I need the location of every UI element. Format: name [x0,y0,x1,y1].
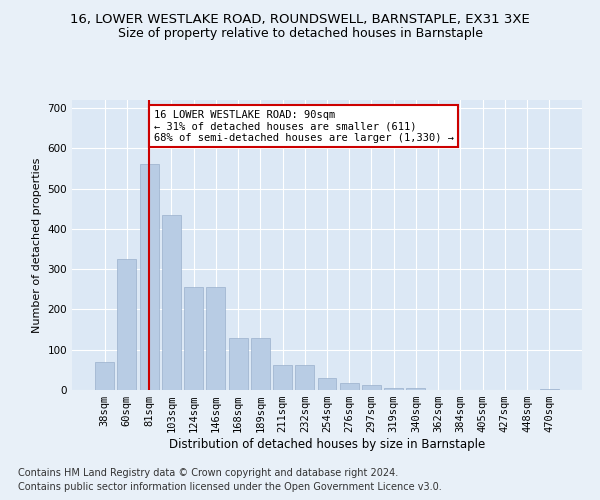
Bar [95,362,114,390]
Text: Size of property relative to detached houses in Barnstaple: Size of property relative to detached ho… [118,28,482,40]
Text: 16 LOWER WESTLAKE ROAD: 90sqm
← 31% of detached houses are smaller (611)
68% of : 16 LOWER WESTLAKE ROAD: 90sqm ← 31% of d… [154,110,454,143]
Bar [362,385,381,390]
Bar [206,288,225,390]
Text: Contains HM Land Registry data © Crown copyright and database right 2024.: Contains HM Land Registry data © Crown c… [18,468,398,477]
Bar [295,364,314,390]
Bar [229,338,248,390]
Bar [340,383,359,390]
Bar [140,164,158,390]
Bar [184,288,203,390]
Bar [317,378,337,390]
Y-axis label: Number of detached properties: Number of detached properties [32,158,42,332]
Bar [118,259,136,390]
Text: Contains public sector information licensed under the Open Government Licence v3: Contains public sector information licen… [18,482,442,492]
Bar [162,215,181,390]
Bar [540,389,559,390]
Bar [384,388,403,390]
Bar [251,338,270,390]
Text: 16, LOWER WESTLAKE ROAD, ROUNDSWELL, BARNSTAPLE, EX31 3XE: 16, LOWER WESTLAKE ROAD, ROUNDSWELL, BAR… [70,12,530,26]
Bar [406,388,425,390]
X-axis label: Distribution of detached houses by size in Barnstaple: Distribution of detached houses by size … [169,438,485,451]
Bar [273,364,292,390]
